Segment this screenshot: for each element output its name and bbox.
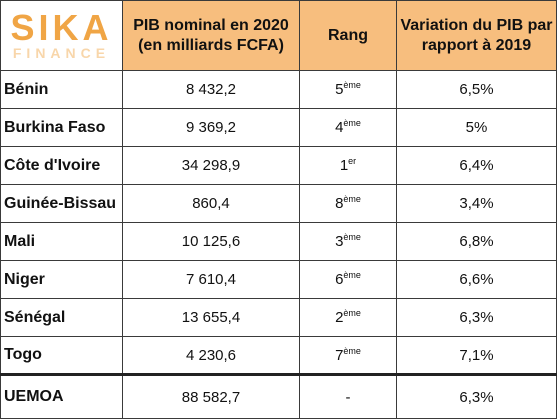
rank-suffix: ème: [343, 232, 361, 242]
pib-cell: 10 125,6: [122, 222, 300, 261]
country-cell: Guinée-Bissau: [0, 184, 123, 223]
header-pib-line1: PIB nominal en 2020: [133, 16, 289, 34]
table-row: Burkina Faso 9 369,2 4ème 5%: [0, 108, 557, 147]
table-row: Côte d'Ivoire 34 298,9 1er 6,4%: [0, 146, 557, 185]
country-cell: Mali: [0, 222, 123, 261]
header-variation: Variation du PIB par rapport à 2019: [396, 0, 557, 71]
rank-number: 6: [335, 271, 344, 288]
rank-cell: 2ème: [299, 298, 397, 337]
table-row: Niger 7 610,4 6ème 6,6%: [0, 260, 557, 299]
country-cell: Togo: [0, 336, 123, 375]
rank-suffix: ème: [343, 345, 361, 356]
logo-name: SIKA: [10, 6, 113, 48]
rank-cell: 1er: [299, 146, 397, 185]
pib-cell: 860,4: [122, 184, 300, 223]
pib-cell: 9 369,2: [122, 108, 300, 147]
rank-cell: 6ème: [299, 260, 397, 299]
variation-cell: 3,4%: [396, 184, 557, 223]
rank-cell: 4ème: [299, 108, 397, 147]
total-pib-cell: 88 582,7: [122, 373, 300, 419]
rank-cell: 7ème: [299, 336, 397, 375]
rank-number: 5: [335, 81, 344, 98]
rank-number: 4: [335, 119, 344, 136]
rank-number: 8: [335, 195, 344, 212]
total-row: UEMOA 88 582,7 - 6,3%: [0, 373, 557, 419]
total-label-cell: UEMOA: [0, 373, 123, 419]
table-row: Guinée-Bissau 860,4 8ème 3,4%: [0, 184, 557, 223]
country-cell: Niger: [0, 260, 123, 299]
pib-cell: 7 610,4: [122, 260, 300, 299]
pib-cell: 34 298,9: [122, 146, 300, 185]
pib-cell: 8 432,2: [122, 70, 300, 109]
rank-suffix: ème: [343, 308, 361, 318]
header-rank: Rang: [299, 0, 397, 71]
rank-cell: 5ème: [299, 70, 397, 109]
variation-cell: 5%: [396, 108, 557, 147]
rank-suffix: ème: [343, 80, 361, 90]
total-rank-cell: -: [299, 373, 397, 419]
header-variation-line2: rapport à 2019: [421, 36, 532, 54]
header-pib: PIB nominal en 2020 (en milliards FCFA): [122, 0, 300, 71]
rank-cell: 8ème: [299, 184, 397, 223]
rank-suffix: ème: [343, 118, 361, 128]
total-variation-cell: 6,3%: [396, 373, 557, 419]
table-row: Mali 10 125,6 3ème 6,8%: [0, 222, 557, 261]
header-variation-line1: Variation du PIB par: [400, 16, 553, 34]
variation-cell: 6,8%: [396, 222, 557, 261]
sika-finance-logo: SIKA FINANCE: [1, 6, 122, 61]
logo-cell: SIKA FINANCE: [0, 0, 123, 71]
rank-number: 1: [339, 157, 349, 174]
variation-cell: 6,4%: [396, 146, 557, 185]
rank-number: 3: [335, 233, 344, 250]
variation-cell: 6,3%: [396, 298, 557, 337]
table-row: Togo 4 230,6 7ème 7,1%: [0, 336, 557, 375]
rank-cell: 3ème: [299, 222, 397, 261]
variation-cell: 6,5%: [396, 70, 557, 109]
country-cell: Burkina Faso: [0, 108, 123, 147]
pib-cell: 4 230,6: [122, 336, 300, 375]
rank-suffix: ème: [343, 270, 361, 280]
table-row: Bénin 8 432,2 5ème 6,5%: [0, 70, 557, 109]
rank-number: 7: [335, 346, 344, 364]
rank-suffix: er: [348, 156, 357, 166]
variation-cell: 6,6%: [396, 260, 557, 299]
header-row: SIKA FINANCE PIB nominal en 2020 (en mil…: [0, 0, 557, 71]
header-rank-label: Rang: [328, 26, 368, 44]
logo-subtitle: FINANCE: [12, 44, 111, 61]
table-row: Sénégal 13 655,4 2ème 6,3%: [0, 298, 557, 337]
pib-cell: 13 655,4: [122, 298, 300, 337]
country-cell: Bénin: [0, 70, 123, 109]
country-cell: Sénégal: [0, 298, 123, 337]
rank-number: 2: [335, 309, 344, 326]
variation-cell: 7,1%: [396, 336, 557, 375]
country-cell: Côte d'Ivoire: [0, 146, 123, 185]
rank-suffix: ème: [343, 194, 361, 204]
header-pib-line2: (en milliards FCFA): [138, 36, 284, 54]
